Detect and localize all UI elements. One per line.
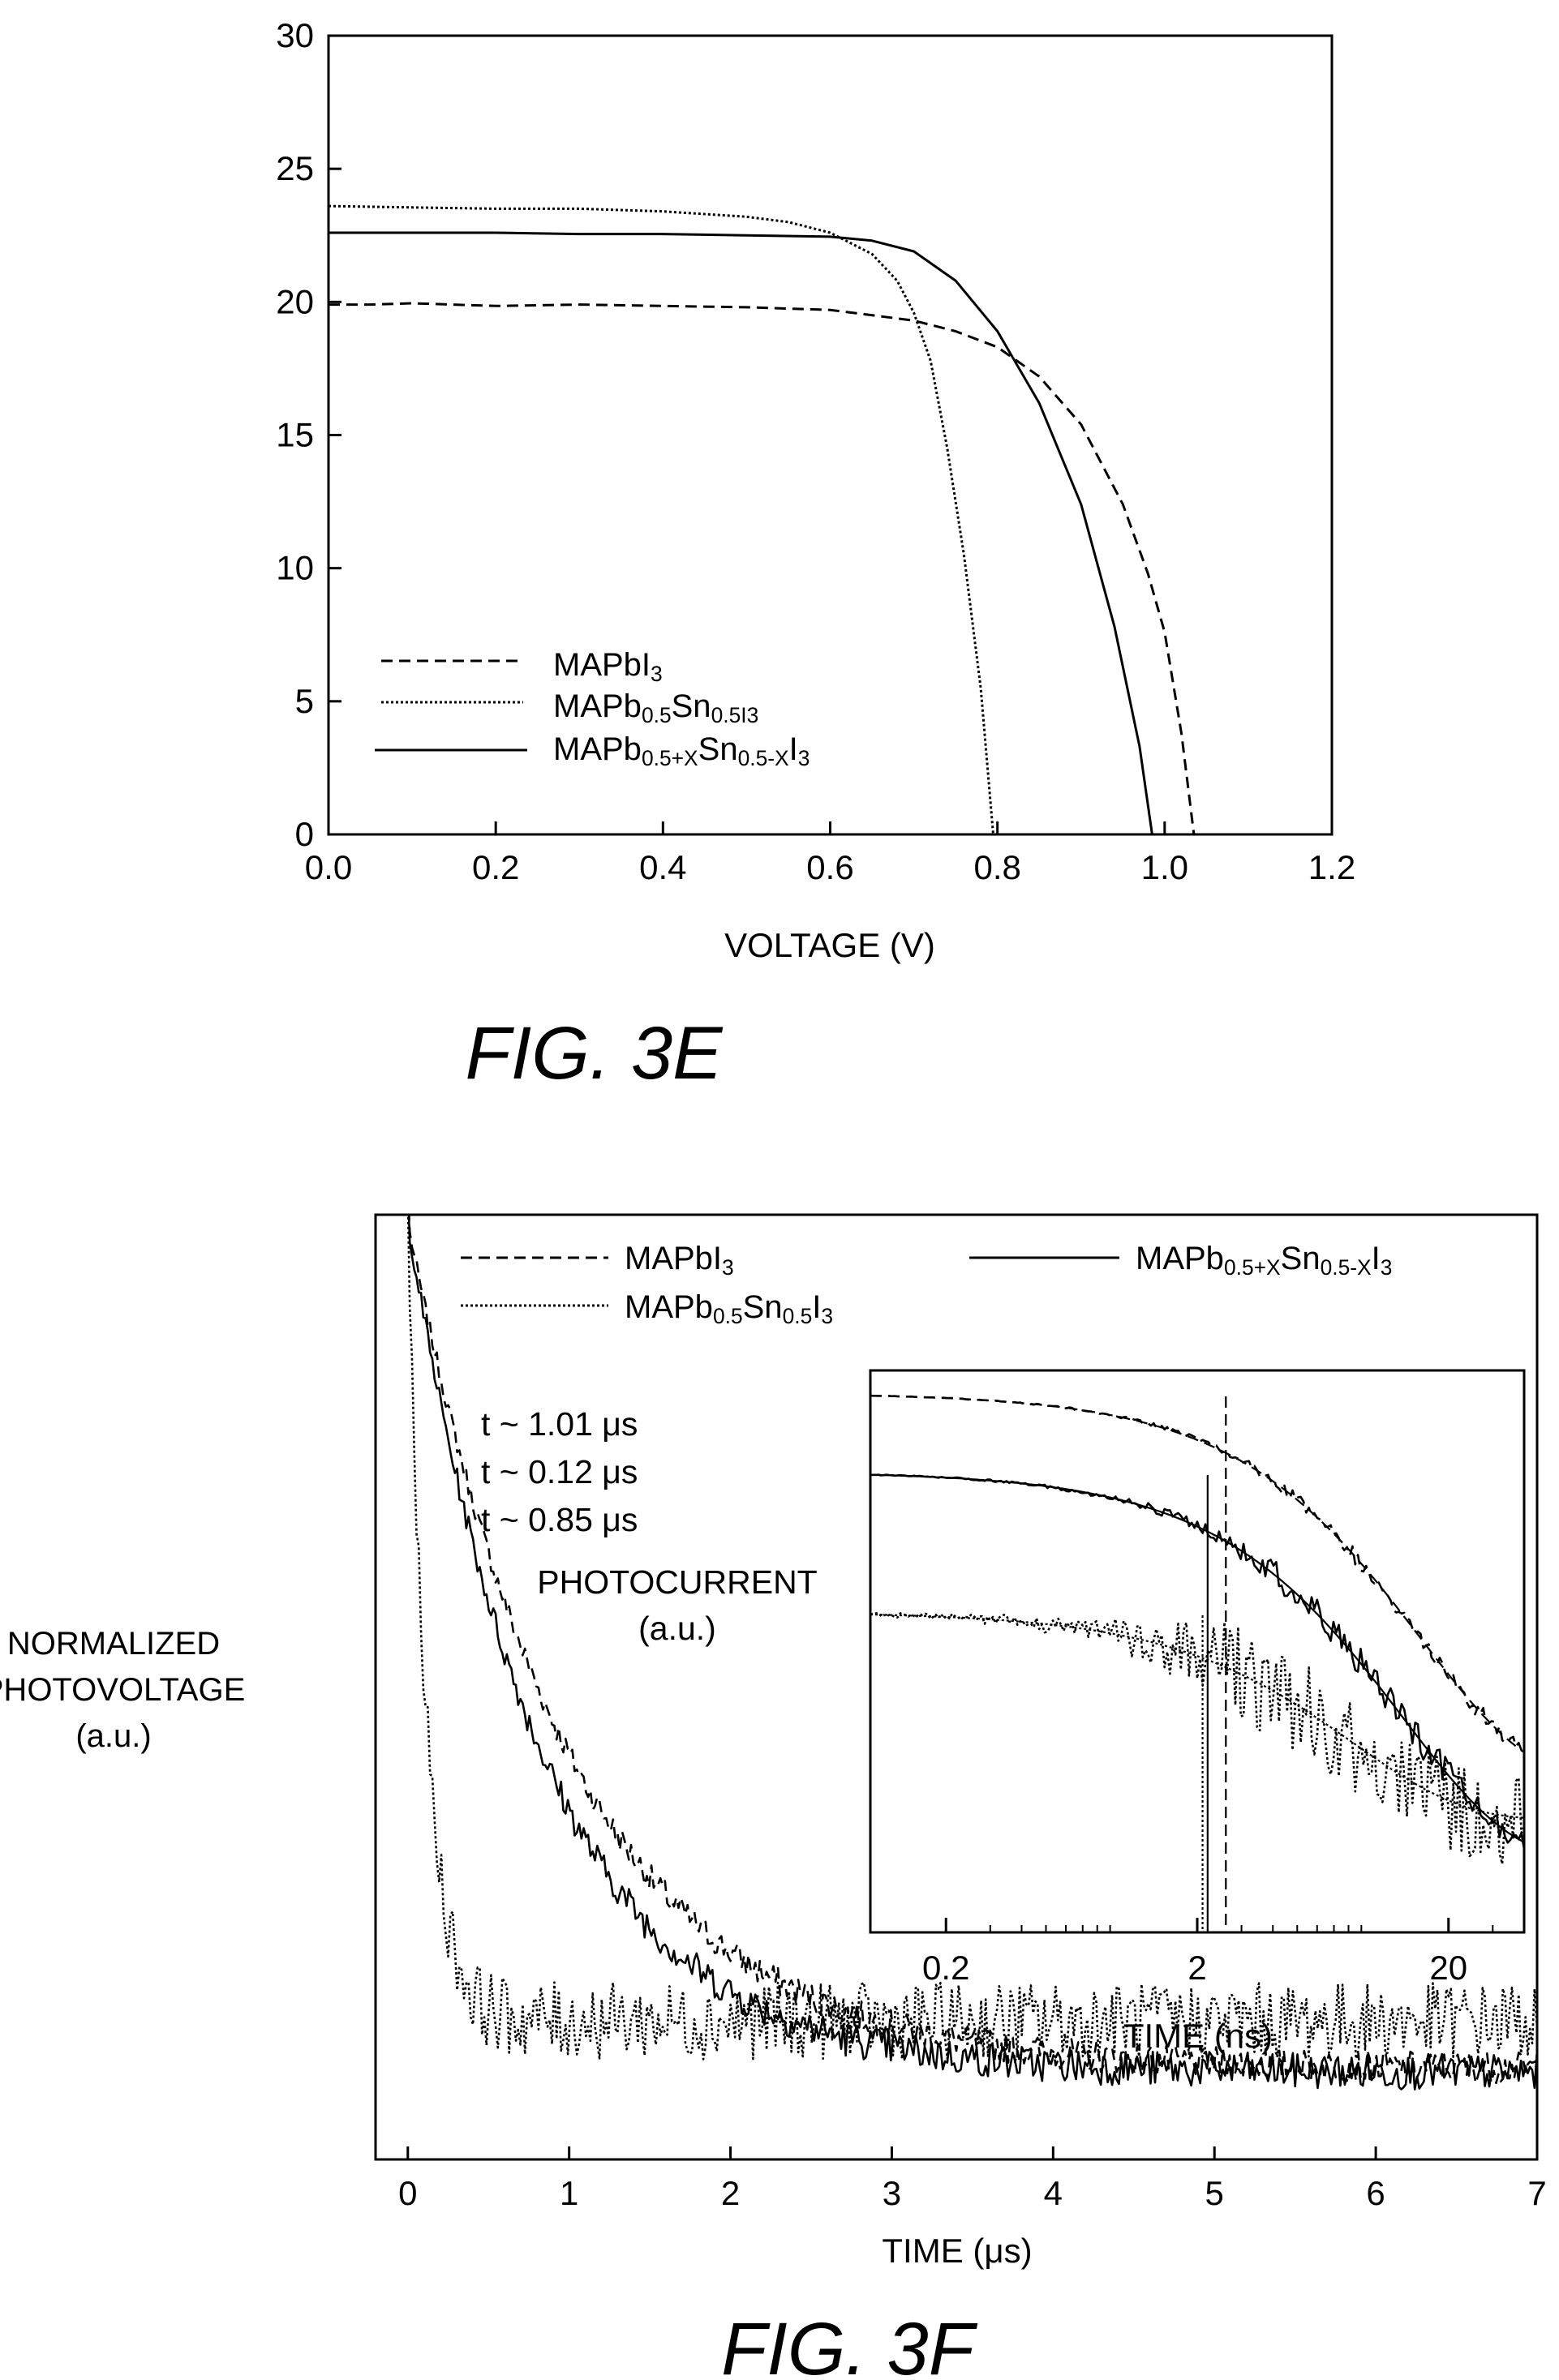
fig3e-plot-frame <box>327 34 1334 836</box>
fig3f-x-tick-label: 4 <box>1044 2174 1063 2212</box>
fig3f-axes: 0 1 2 3 4 5 6 7 <box>398 2146 1547 2212</box>
fig3e-legend-label-1: MAPbI3 <box>553 647 663 686</box>
fig3e-x-tick-label: 1.0 <box>1141 848 1188 886</box>
fig3f-annotation-tau-1: t ~ 1.01 μs <box>481 1405 638 1443</box>
fig3f-x-tick-label: 6 <box>1366 2174 1385 2212</box>
fig3e-legend-label-part: MAPb <box>553 688 642 724</box>
fig3e-legend-label-part: I <box>789 731 798 767</box>
inset-x-tick-label: 20 <box>1429 1949 1467 1987</box>
fig3e-y-tick-label: 30 <box>276 16 314 54</box>
fig3f-x-tick-label: 1 <box>560 2174 578 2212</box>
inset-x-tick-label: 0.2 <box>922 1949 969 1987</box>
fig3f-legend-label-part: 0.5-X <box>1321 1255 1372 1280</box>
fig3f-legend-label-part: I <box>812 1289 821 1325</box>
fig3f-annotation-tau-2: t ~ 0.12 μs <box>481 1453 638 1490</box>
fig3f-caption: FIG. 3F <box>721 2308 978 2376</box>
fig3f-legend-label-1: MAPbI3 <box>625 1241 734 1280</box>
fig3f-legend-label-part: 3 <box>722 1255 734 1280</box>
fig3f-x-tick-label: 2 <box>721 2174 740 2212</box>
fig3f-legend-label-2: MAPb0.5+XSn0.5-XI3 <box>1136 1241 1392 1280</box>
fig3e-legend-label-part: 3 <box>798 746 810 770</box>
fig3e-series-line-1 <box>329 302 1196 834</box>
fig3e-legend-label-part: 0.5+X <box>642 746 698 770</box>
fig3e-legend-label-part: Sn <box>698 731 738 767</box>
fig3f-legend-label-part: Sn <box>1281 1241 1321 1276</box>
fig3f-legend-label-3: MAPb0.5Sn0.5I3 <box>625 1289 833 1328</box>
fig3f-series <box>406 1215 1537 2091</box>
fig3e-xlabel: VOLTAGE (V) <box>724 926 935 964</box>
fig3f-x-tick-label: 5 <box>1205 2174 1224 2212</box>
fig3f-legend-label-part: 3 <box>1381 1255 1393 1280</box>
inset-series-fit-3 <box>870 1613 1524 1819</box>
fig3e-y-tick-label: 25 <box>276 149 314 187</box>
fig3f-legend-label-part: MAPb <box>1136 1241 1224 1276</box>
fig3e-legend-label-part: 3 <box>651 662 663 686</box>
fig3f-series-line-3 <box>406 1215 1537 2061</box>
fig3f-legend-label-part: 0.5 <box>713 1304 743 1328</box>
fig3f-x-tick-label: 0 <box>398 2174 417 2212</box>
fig3f-legend-label-part: 0.5 <box>783 1304 813 1328</box>
fig3e-legend-label-part: 0.5 <box>642 703 672 727</box>
fig3e-y-tick-label: 10 <box>276 549 314 587</box>
fig3e-y-tick-label: 15 <box>276 416 314 454</box>
fig3e-axes: 0.0 0.2 0.4 0.6 0.8 1.0 1.2 0 5 10 15 20 25 30 <box>276 16 1355 886</box>
fig3e-legend-label-3: MAPb0.5+XSn0.5-XI3 <box>553 731 810 770</box>
inset-x-tick-label: 2 <box>1188 1949 1206 1987</box>
fig3e-legend-label-part: 0.5-X <box>738 746 789 770</box>
fig3e-x-tick-label: 0.6 <box>806 848 853 886</box>
fig3f-legend-label-part: MAPb <box>625 1289 713 1325</box>
fig3f-xlabel: TIME (μs) <box>882 2232 1032 2270</box>
fig3e-y-tick-label: 20 <box>276 282 314 320</box>
inset-label-line-2: (a.u.) <box>638 1610 716 1647</box>
inset-series-fit-1 <box>870 1395 1524 1753</box>
fig3e-legend-label-part: MAPbI <box>553 647 651 683</box>
fig3f-plot-frame <box>374 1213 1539 2161</box>
fig3e-x-tick-label: 0.8 <box>973 848 1020 886</box>
fig3f-legend-label-part: MAPbI <box>625 1241 722 1276</box>
fig3e-x-tick-label: 1.2 <box>1308 848 1355 886</box>
fig3e-y-tick-label: 0 <box>295 815 314 853</box>
fig3f-x-tick-label: 3 <box>883 2174 901 2212</box>
fig3e-x-tick-label: 0.4 <box>639 848 686 886</box>
fig3f-legend-label-part: I <box>1372 1241 1381 1276</box>
fig3f-series-line-1 <box>408 1215 1537 2085</box>
fig3f-legend-label-part: 3 <box>821 1304 833 1328</box>
fig3e-series-line-3 <box>329 231 1153 834</box>
fig3e-caption: FIG. 3E <box>466 1012 724 1095</box>
fig3f-annotation-tau-3: t ~ 0.85 μs <box>481 1501 638 1538</box>
fig3f-legend-label-part: Sn <box>743 1289 783 1325</box>
fig3e-legend-label-2: MAPb0.5Sn0.5I3 <box>553 688 758 727</box>
inset-series-fit-2 <box>870 1473 1524 1843</box>
inset-label-line-1: PHOTOCURRENT <box>537 1563 817 1601</box>
fig3e-series-line-2 <box>329 204 994 834</box>
fig3f-ylabel-line-2: PHOTOVOLTAGE <box>0 1672 245 1708</box>
fig3f-series-line-2 <box>407 1215 1537 2091</box>
fig3f-legend-label-part: 0.5+X <box>1224 1255 1281 1280</box>
inset-xlabel: TIME (ns) <box>1123 2017 1273 2055</box>
fig3e-legend-label-part: Sn <box>672 688 711 724</box>
fig3e-y-tick-label: 5 <box>295 682 314 720</box>
fig3e-series <box>329 204 1196 834</box>
fig3e-x-tick-label: 0.0 <box>305 848 352 886</box>
fig3e-x-tick-label: 0.2 <box>472 848 519 886</box>
inset-axes: 0.2 2 20 <box>922 1918 1494 1987</box>
fig3f-x-tick-label: 7 <box>1527 2174 1546 2212</box>
fig3e-legend-label-part: MAPb <box>553 731 642 767</box>
fig3e-legend-label-part: 0.5I3 <box>711 703 759 727</box>
inset-series <box>870 1394 1524 1932</box>
fig3f-ylabel-line-3: (a.u.) <box>75 1718 151 1754</box>
fig3f-ylabel-line-1: NORMALIZED <box>7 1626 220 1662</box>
inset-plot-frame <box>869 1369 1526 1934</box>
inset-series-data-3 <box>870 1612 1524 1865</box>
